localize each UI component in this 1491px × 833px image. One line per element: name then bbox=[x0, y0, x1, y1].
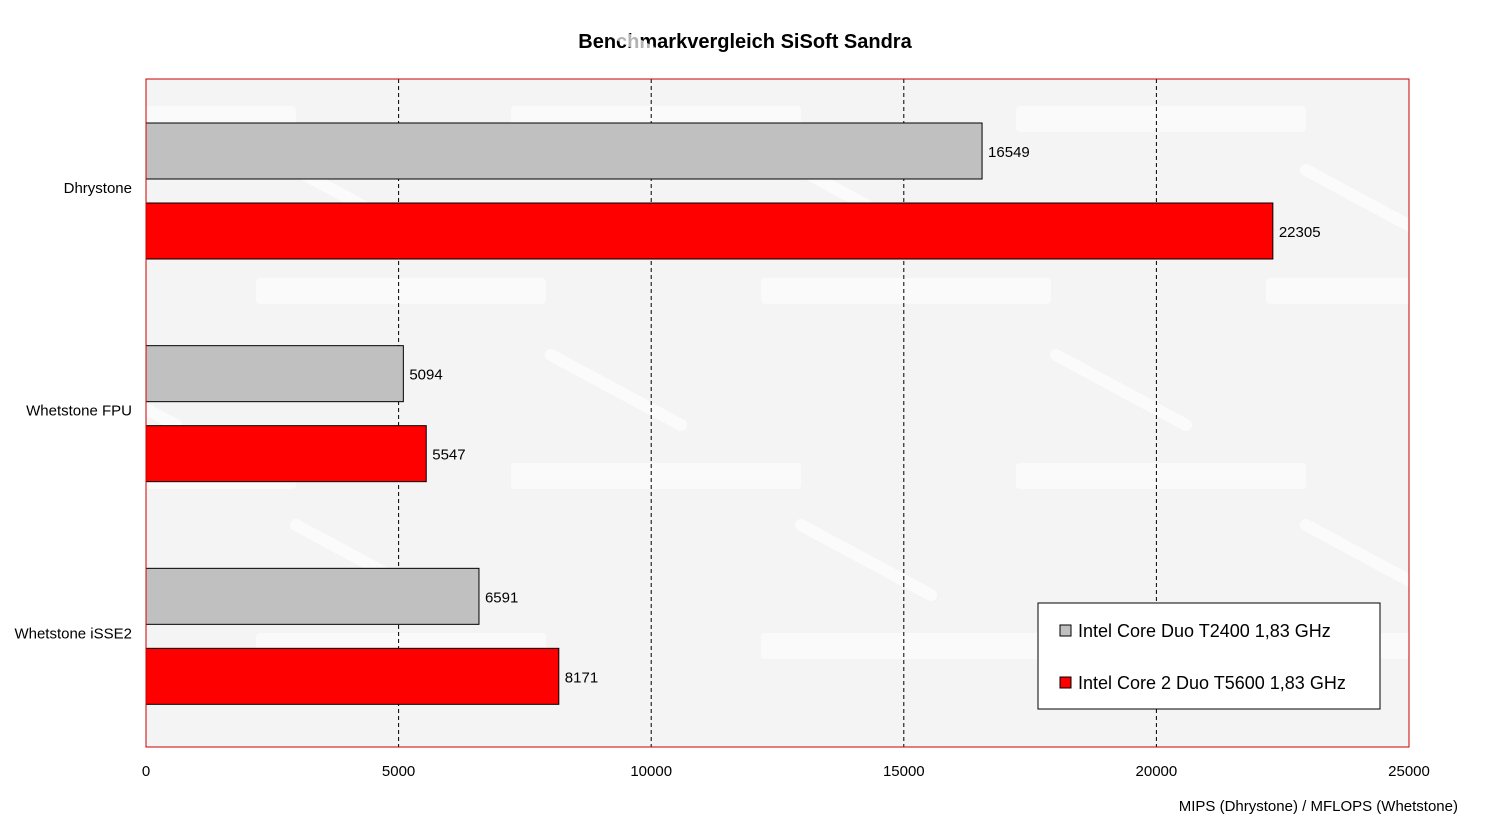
x-tick-label: 25000 bbox=[1388, 763, 1430, 780]
x-tick-label: 20000 bbox=[1136, 763, 1178, 780]
bar-t5600 bbox=[145, 202, 1274, 260]
watermark-stroke bbox=[1300, 164, 1442, 246]
bar-value-label: 5094 bbox=[409, 367, 442, 384]
bar-t2400 bbox=[145, 345, 404, 403]
category-label: Whetstone FPU bbox=[26, 403, 132, 420]
watermark-mark bbox=[761, 633, 1051, 659]
bar-value-label: 22305 bbox=[1279, 224, 1321, 241]
watermark-mark bbox=[0, 633, 41, 659]
watermark-mark bbox=[256, 278, 546, 304]
plot-border bbox=[145, 78, 1410, 748]
x-tick-label: 15000 bbox=[883, 763, 925, 780]
chart-title: Benchmarkvergleich SiSoft Sandra bbox=[578, 31, 912, 53]
x-tick-label: 0 bbox=[142, 763, 150, 780]
watermark-stroke bbox=[40, 349, 182, 431]
watermark-mark bbox=[1266, 278, 1491, 304]
bars bbox=[145, 122, 1274, 705]
watermark-stroke bbox=[40, 0, 182, 74]
watermark-stroke bbox=[1050, 0, 1192, 74]
x-tick-label: 5000 bbox=[382, 763, 415, 780]
legend-label-t5600: Intel Core 2 Duo T5600 1,83 GHz bbox=[1078, 673, 1346, 693]
bar-t2400 bbox=[145, 122, 983, 180]
category-label: Whetstone iSSE2 bbox=[14, 625, 132, 642]
watermark-mark bbox=[511, 463, 801, 489]
bar-value-label: 6591 bbox=[485, 589, 518, 606]
x-axis-label: MIPS (Dhrystone) / MFLOPS (Whetstone) bbox=[1179, 798, 1458, 815]
watermark-mark bbox=[1016, 463, 1306, 489]
watermark-stroke bbox=[545, 0, 687, 74]
bar-value-label: 5547 bbox=[432, 447, 465, 464]
watermark-mark bbox=[0, 278, 41, 304]
category-label: Dhrystone bbox=[64, 180, 132, 197]
watermark-stroke bbox=[545, 349, 687, 431]
legend-label-t2400: Intel Core Duo T2400 1,83 GHz bbox=[1078, 621, 1331, 641]
legend-box bbox=[1037, 602, 1381, 710]
watermark-stroke bbox=[1300, 519, 1442, 601]
watermark-stroke bbox=[795, 519, 937, 601]
watermark-mark bbox=[761, 278, 1051, 304]
bar-t5600 bbox=[145, 425, 427, 483]
watermark-mark bbox=[1016, 106, 1306, 132]
legend-swatch-t5600 bbox=[1059, 676, 1072, 689]
category-labels: Dhrystone Whetstone FPU Whetstone iSSE2 bbox=[14, 180, 132, 642]
bar-value-label: 8171 bbox=[565, 669, 598, 686]
value-labels: 16549 22305 5094 5547 6591 8171 bbox=[409, 144, 1320, 686]
legend: Intel Core Duo T2400 1,83 GHz Intel Core… bbox=[1037, 602, 1381, 710]
bar-value-label: 16549 bbox=[988, 144, 1030, 161]
watermark-stroke bbox=[1050, 349, 1192, 431]
legend-swatch-t2400 bbox=[1059, 624, 1072, 637]
bar-t5600 bbox=[145, 647, 560, 705]
x-tick-label: 10000 bbox=[630, 763, 672, 780]
x-axis-ticks: 0 5000 10000 15000 20000 25000 bbox=[142, 763, 1430, 780]
bar-t2400 bbox=[145, 567, 480, 625]
